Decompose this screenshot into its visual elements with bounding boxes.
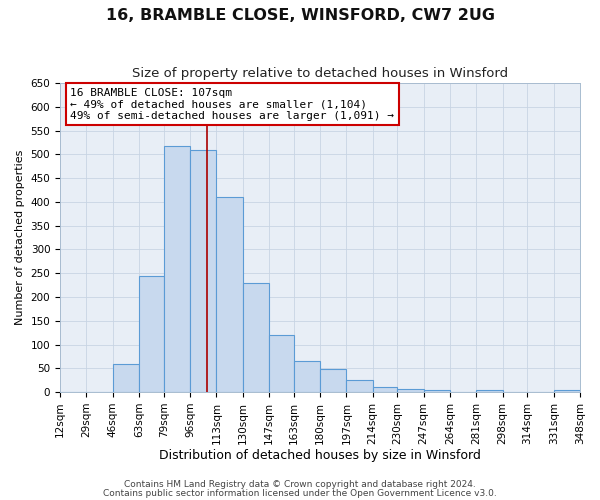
Text: Contains HM Land Registry data © Crown copyright and database right 2024.: Contains HM Land Registry data © Crown c… — [124, 480, 476, 489]
Text: 16 BRAMBLE CLOSE: 107sqm
← 49% of detached houses are smaller (1,104)
49% of sem: 16 BRAMBLE CLOSE: 107sqm ← 49% of detach… — [70, 88, 394, 121]
X-axis label: Distribution of detached houses by size in Winsford: Distribution of detached houses by size … — [159, 450, 481, 462]
Bar — [139, 276, 164, 392]
Bar — [217, 197, 242, 392]
Bar — [269, 335, 294, 392]
Text: Contains public sector information licensed under the Open Government Licence v3: Contains public sector information licen… — [103, 488, 497, 498]
Y-axis label: Number of detached properties: Number of detached properties — [15, 150, 25, 326]
Bar — [476, 390, 503, 392]
Bar — [346, 380, 373, 392]
Bar — [190, 150, 217, 392]
Bar — [113, 364, 139, 392]
Title: Size of property relative to detached houses in Winsford: Size of property relative to detached ho… — [132, 68, 508, 80]
Bar — [397, 389, 424, 392]
Bar — [294, 361, 320, 392]
Bar — [554, 390, 580, 392]
Bar — [373, 388, 397, 392]
Bar — [242, 282, 269, 392]
Text: 16, BRAMBLE CLOSE, WINSFORD, CW7 2UG: 16, BRAMBLE CLOSE, WINSFORD, CW7 2UG — [106, 8, 494, 22]
Bar — [424, 390, 450, 392]
Bar — [320, 370, 346, 392]
Bar — [164, 146, 190, 392]
